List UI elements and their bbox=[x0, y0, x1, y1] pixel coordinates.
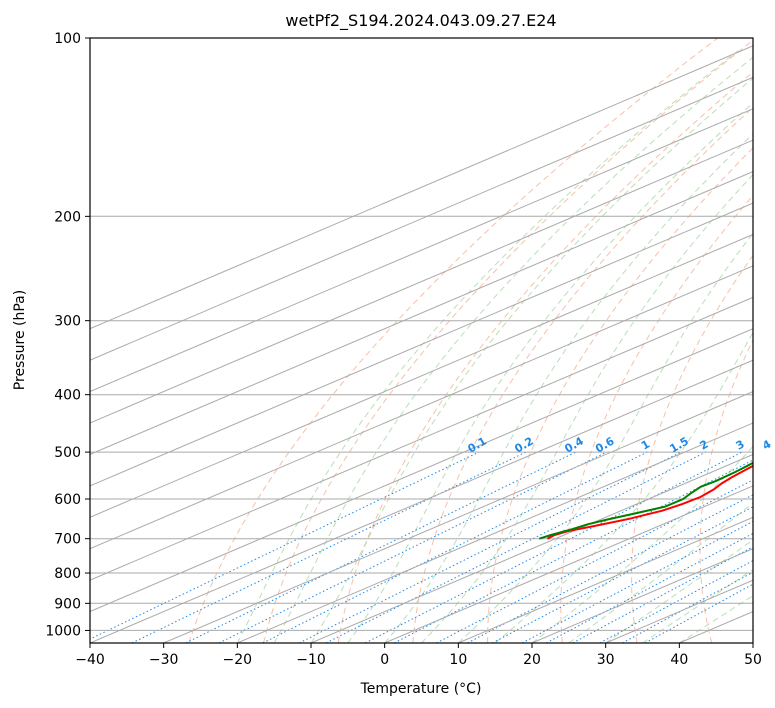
y-tick-label: 900 bbox=[54, 596, 81, 612]
chart-title: wetPf2_S194.2024.043.09.27.E24 bbox=[285, 11, 556, 31]
y-tick-label: 400 bbox=[54, 388, 81, 404]
isotherm-line bbox=[458, 516, 753, 643]
mixing-ratio-line bbox=[298, 451, 682, 643]
isotherm-line bbox=[384, 485, 753, 643]
isotherm-line bbox=[90, 108, 753, 393]
x-tick-label: 20 bbox=[523, 652, 541, 668]
y-tick-label: 300 bbox=[54, 314, 81, 330]
moist-adiabat-line bbox=[273, 56, 753, 643]
moist-adiabat-line bbox=[605, 539, 753, 643]
x-tick-label: 50 bbox=[744, 652, 762, 668]
isotherm-line bbox=[90, 45, 753, 330]
moist-adiabat-line bbox=[568, 502, 753, 643]
mixing-ratio-line bbox=[599, 560, 753, 643]
y-tick-label: 1000 bbox=[45, 623, 81, 639]
mixing-ratio-line bbox=[393, 459, 753, 643]
background-lines bbox=[90, 38, 753, 643]
mixing-ratio-line bbox=[467, 494, 753, 643]
dry-adiabat-line bbox=[263, 39, 753, 643]
y-tick-label: 700 bbox=[54, 532, 81, 548]
isotherm-line bbox=[90, 328, 753, 613]
isotherm-line bbox=[90, 296, 753, 581]
grid-lines bbox=[90, 38, 753, 643]
dry-adiabat-line bbox=[188, 38, 719, 643]
x-tick-label: 10 bbox=[449, 652, 467, 668]
mixing-ratio-line bbox=[185, 451, 577, 643]
x-tick-label: −30 bbox=[149, 652, 179, 668]
plot-frame bbox=[89, 37, 754, 644]
x-tick-label: −40 bbox=[75, 652, 105, 668]
x-tick-label: −10 bbox=[296, 652, 326, 668]
moist-adiabat-line bbox=[236, 50, 739, 643]
y-axis-label: Pressure (hPa) bbox=[12, 290, 28, 390]
isotherm-line bbox=[90, 139, 753, 424]
dry-adiabat-line bbox=[631, 254, 753, 643]
moist-adiabat-line bbox=[421, 173, 753, 643]
dewpoint-line bbox=[538, 461, 753, 540]
y-tick-label: 100 bbox=[54, 31, 81, 47]
y-tick-label: 200 bbox=[54, 209, 81, 225]
isotherm-line bbox=[90, 76, 753, 361]
x-tick-label: 0 bbox=[380, 652, 389, 668]
isotherm-line bbox=[90, 265, 753, 550]
y-tick-label: 500 bbox=[54, 445, 81, 461]
mixing-ratio-line bbox=[90, 451, 480, 640]
moist-adiabat-line bbox=[310, 77, 753, 643]
dry-adiabat-line bbox=[337, 71, 753, 643]
isotherm-line bbox=[310, 453, 753, 643]
y-tick-label: 600 bbox=[54, 492, 81, 508]
isotherm-line bbox=[90, 202, 753, 487]
isotherm-line bbox=[90, 171, 753, 455]
moist-adiabat-line bbox=[384, 133, 753, 643]
mixing-ratio-line bbox=[644, 583, 753, 643]
mixing-ratio-line bbox=[218, 451, 607, 643]
isotherm-line bbox=[163, 391, 753, 643]
mixing-ratio-line bbox=[622, 571, 753, 643]
isotherm-line bbox=[237, 422, 753, 643]
x-tick-label: −20 bbox=[223, 652, 253, 668]
y-axis-ticks: 100 200 300 400 500 600 700 800 900 1000 bbox=[45, 31, 90, 639]
y-tick-label: 800 bbox=[54, 566, 81, 582]
isotherm-line bbox=[90, 359, 753, 643]
moist-adiabat-line bbox=[642, 568, 753, 643]
mixing-ratio-line bbox=[262, 451, 648, 643]
x-axis-label: Temperature (°C) bbox=[360, 681, 482, 697]
x-axis-ticks: −40 −30 −20 −10 0 10 20 30 40 50 bbox=[75, 643, 762, 668]
profile-lines bbox=[538, 461, 753, 540]
mixing-ratio-line bbox=[365, 451, 743, 643]
dry-adiabat-line bbox=[487, 147, 753, 643]
x-tick-label: 30 bbox=[597, 652, 615, 668]
dry-adiabat-line bbox=[560, 194, 753, 643]
moist-adiabat-line bbox=[494, 331, 753, 643]
isotherm-line bbox=[90, 233, 753, 518]
moist-adiabat-line bbox=[347, 102, 753, 643]
moist-adiabat-line bbox=[457, 232, 753, 643]
mixing-ratio-line bbox=[325, 451, 707, 643]
temperature-line bbox=[546, 464, 753, 540]
x-tick-label: 40 bbox=[670, 652, 688, 668]
